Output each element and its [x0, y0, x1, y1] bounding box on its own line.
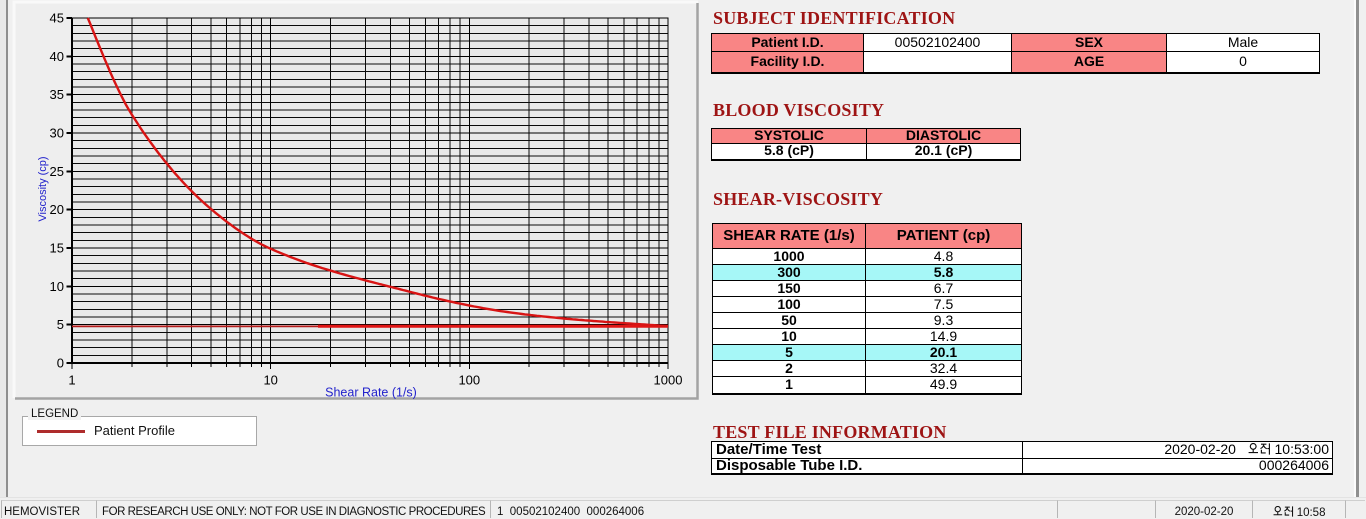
svg-text:20: 20 — [50, 202, 64, 217]
svg-text:10: 10 — [263, 373, 277, 388]
svg-text:1: 1 — [68, 373, 75, 388]
svg-text:15: 15 — [50, 241, 64, 256]
svg-text:5: 5 — [57, 317, 64, 332]
svg-text:100: 100 — [458, 373, 480, 388]
svg-text:25: 25 — [50, 164, 64, 179]
svg-text:30: 30 — [50, 126, 64, 141]
svg-text:45: 45 — [50, 11, 64, 26]
svg-text:10: 10 — [50, 279, 64, 294]
svg-text:Shear Rate (1/s): Shear Rate (1/s) — [325, 386, 417, 400]
svg-text:0: 0 — [57, 356, 64, 371]
svg-text:Viscosity (cp): Viscosity (cp) — [37, 156, 49, 221]
svg-text:35: 35 — [50, 87, 64, 102]
svg-text:1000: 1000 — [654, 373, 683, 388]
svg-text:40: 40 — [50, 49, 64, 64]
